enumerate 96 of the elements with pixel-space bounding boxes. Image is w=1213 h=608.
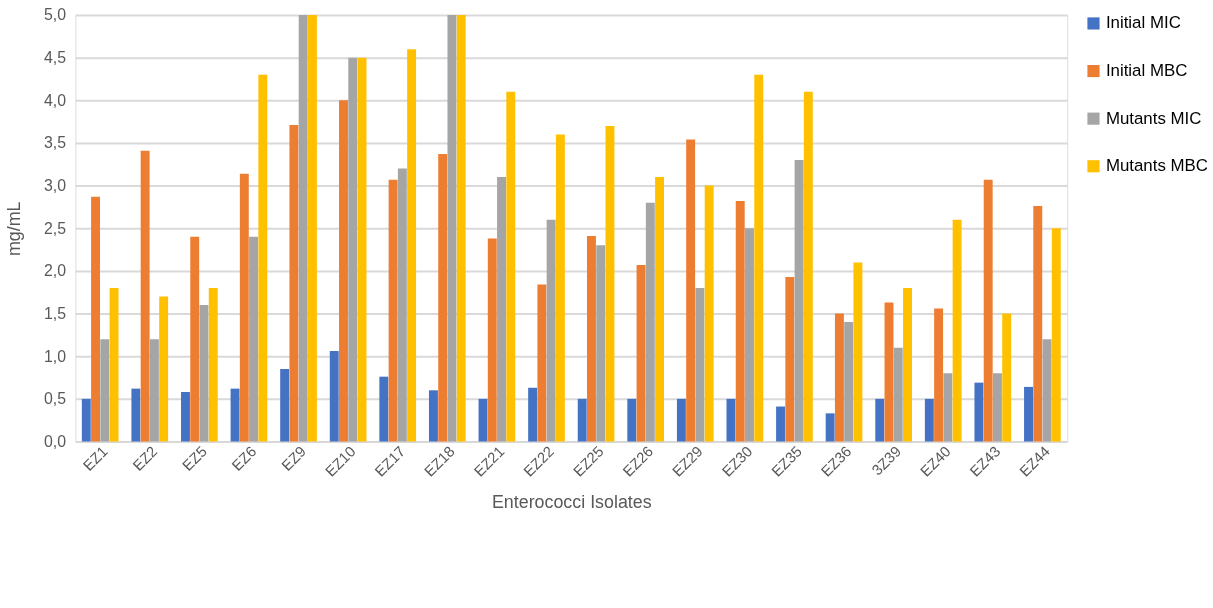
bar [456, 15, 466, 442]
x-tick-label: EZ1 [80, 443, 111, 474]
bar [844, 322, 854, 442]
bar [754, 74, 764, 442]
legend-label: Mutants MBC [1105, 156, 1209, 176]
bar [249, 236, 259, 442]
bar [1024, 386, 1033, 442]
bar [438, 154, 448, 442]
legend-label: Mutants MIC [1105, 108, 1202, 128]
bar [1002, 313, 1012, 442]
bar [596, 245, 606, 442]
bar [745, 228, 754, 442]
y-tick-label: 4,5 [43, 49, 67, 67]
bar [159, 296, 169, 442]
y-tick-label: 5,0 [43, 6, 67, 24]
bar [208, 287, 218, 442]
bar [339, 100, 348, 442]
bar [109, 287, 119, 442]
x-tick-label: EZ2 [129, 443, 161, 474]
x-tick-label: EZ5 [179, 443, 210, 474]
bar [785, 276, 795, 442]
bar [131, 388, 141, 442]
bar [91, 196, 101, 442]
bar [992, 373, 1002, 442]
x-tick-label: EZ6 [228, 443, 260, 474]
bar [676, 398, 686, 442]
bar [230, 388, 240, 442]
bar [834, 313, 844, 442]
bar [447, 15, 457, 442]
bar [952, 219, 962, 442]
bar [586, 235, 596, 442]
bar [555, 134, 565, 442]
bar [149, 339, 159, 442]
bar [81, 398, 91, 442]
bar [924, 398, 934, 442]
bar [388, 179, 398, 442]
bar [695, 287, 705, 442]
bar [190, 236, 200, 442]
bar [298, 15, 308, 442]
bar [497, 177, 506, 442]
bar [794, 160, 804, 442]
bar [537, 284, 547, 442]
bar [289, 125, 299, 442]
bar [1051, 228, 1061, 442]
bar [893, 347, 903, 442]
bar [546, 219, 556, 442]
bar [636, 264, 646, 442]
bar [577, 398, 587, 442]
bar [655, 177, 665, 442]
bar [903, 287, 912, 442]
x-axis-title: Enterococci Isolates [491, 492, 652, 513]
bar [776, 406, 786, 442]
bar [329, 351, 339, 442]
bar [686, 139, 696, 442]
bar [825, 413, 835, 442]
bar [239, 173, 249, 442]
bar [258, 74, 268, 442]
bar [181, 392, 190, 442]
y-tick-label: 1,0 [43, 347, 67, 365]
y-tick-label: 2,5 [43, 219, 67, 237]
x-tick-label: EZ9 [278, 443, 310, 474]
y-tick-label: 1,5 [43, 305, 67, 323]
bar [803, 91, 813, 442]
bar [397, 168, 407, 442]
bar [943, 373, 953, 442]
y-tick-label: 0,5 [43, 390, 67, 408]
bar [735, 200, 745, 442]
bar [379, 376, 389, 442]
bar [1033, 206, 1043, 442]
legend-label: Initial MBC [1105, 61, 1188, 81]
bar [348, 57, 358, 442]
bar [528, 387, 538, 442]
y-tick-label: 2,0 [43, 262, 67, 280]
bar [407, 49, 417, 442]
bar [487, 238, 497, 442]
y-tick-label: 3,0 [43, 177, 67, 195]
bar [983, 179, 993, 442]
y-tick-label: 0,0 [43, 432, 67, 450]
y-tick-label: 3,5 [43, 134, 67, 152]
bar [704, 185, 714, 442]
bar [884, 302, 894, 442]
bar [100, 339, 110, 442]
legend-label: Initial MIC [1105, 13, 1181, 33]
y-axis-title: mg/mL [4, 201, 25, 257]
bar [627, 398, 637, 442]
bar [934, 308, 944, 442]
bar [506, 91, 516, 442]
bar [307, 15, 317, 442]
bar [140, 150, 150, 442]
y-tick-label: 4,0 [43, 91, 67, 109]
bar [645, 202, 655, 442]
bar [853, 262, 863, 442]
bar [974, 382, 984, 442]
bar [875, 398, 885, 442]
bar [428, 390, 438, 442]
bar [280, 369, 290, 442]
